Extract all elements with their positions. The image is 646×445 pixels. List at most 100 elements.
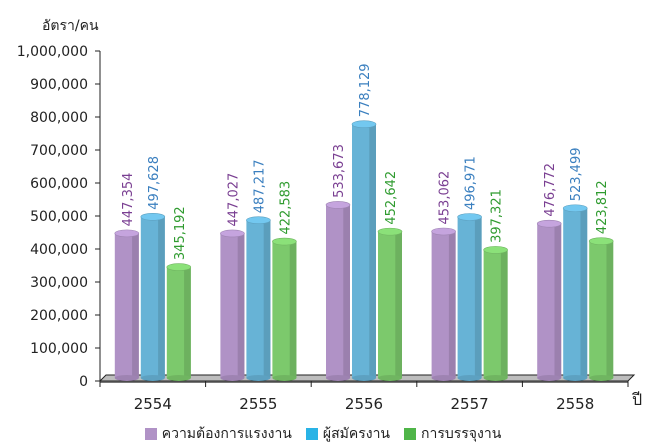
bar-value-label: 453,062 <box>438 171 453 225</box>
bar <box>588 237 614 381</box>
bar-value-label: 496,971 <box>464 156 479 210</box>
bar-value-label: 447,354 <box>121 173 136 227</box>
bar-base <box>431 375 456 381</box>
x-tick-label: 2556 <box>345 395 383 413</box>
bar <box>457 213 482 381</box>
bar-base <box>246 375 271 381</box>
bar-shade <box>237 233 245 378</box>
bar-value-label: 497,628 <box>147 156 162 210</box>
bar-shade <box>369 124 376 378</box>
bar-top <box>377 227 403 236</box>
bar-top <box>483 246 508 254</box>
bar-value-label: 397,321 <box>490 189 505 243</box>
legend-item-demand: ความต้องการแรงงาน <box>144 423 292 445</box>
bar-top <box>325 201 351 209</box>
bar-value-label: 533,673 <box>332 144 347 198</box>
bar-shade <box>580 208 588 378</box>
bar-value-label: 778,129 <box>358 63 373 117</box>
bar <box>272 237 297 381</box>
bar-top <box>166 263 192 271</box>
bar-shade <box>474 216 482 378</box>
y-tick-label: 1,000,000 <box>17 44 88 60</box>
bar-shade <box>132 233 139 378</box>
bar <box>114 229 140 381</box>
bar-base <box>457 375 482 381</box>
y-tick-label: 0 <box>79 374 88 390</box>
y-tick-label: 900,000 <box>30 77 88 93</box>
x-tick-label: 2558 <box>556 395 594 413</box>
legend-label-applicants: ผู้สมัครงาน <box>322 426 391 442</box>
bar-shade <box>395 231 402 378</box>
bar-value-label: 523,499 <box>569 147 584 201</box>
bar-value-label: 476,772 <box>543 163 558 217</box>
bar-shade <box>289 241 297 378</box>
y-axis-title: อัตรา/คน <box>42 18 99 34</box>
bar-top <box>140 212 166 221</box>
y-tick-label: 200,000 <box>30 308 88 324</box>
bar-top <box>457 213 482 221</box>
y-tick-label: 500,000 <box>30 209 88 225</box>
legend-swatch-demand <box>144 428 157 440</box>
y-tick-label: 400,000 <box>30 242 88 258</box>
bar-base <box>352 375 376 381</box>
x-tick-label: 2555 <box>239 395 277 413</box>
bar <box>325 201 351 381</box>
y-tick-label: 300,000 <box>30 275 88 291</box>
bar <box>483 246 508 381</box>
bar-base <box>378 375 402 381</box>
bar <box>246 216 271 381</box>
legend-swatch-placement <box>404 428 417 440</box>
bar-value-label: 487,217 <box>252 159 267 213</box>
bar-base <box>589 375 614 381</box>
x-tick-label: 2557 <box>451 395 489 413</box>
bar-top <box>536 219 562 228</box>
x-axis-title: ปี <box>632 390 643 409</box>
bar <box>166 263 192 381</box>
bar-shade <box>158 216 165 378</box>
bar <box>351 120 377 381</box>
bar-shade <box>448 231 456 378</box>
bar-value-label: 452,642 <box>384 171 399 225</box>
bar-value-label: 423,812 <box>595 180 610 234</box>
y-tick-label: 800,000 <box>30 110 88 126</box>
bar-base <box>114 375 139 381</box>
bar-shade <box>184 267 191 378</box>
legend-swatch-applicants <box>305 428 318 440</box>
bar-top <box>220 229 245 238</box>
legend-item-applicants: ผู้สมัครงาน <box>305 423 391 445</box>
y-tick-label: 100,000 <box>30 341 88 357</box>
value-labels: 447,354 447,027 533,673 453,062 476,772 497,6… <box>121 63 610 260</box>
bar-base <box>326 375 350 381</box>
bar-top <box>272 237 297 246</box>
bar-base <box>166 375 191 381</box>
bar-base <box>563 375 588 381</box>
legend-label-placement: การบรรจุงาน <box>421 426 502 442</box>
bar-shade <box>606 241 614 378</box>
y-tick-label: 600,000 <box>30 176 88 192</box>
bar-base <box>140 375 165 381</box>
floor-front <box>100 381 628 383</box>
bar-value-label: 345,192 <box>173 206 188 260</box>
bar-top <box>114 229 140 238</box>
bar-shade <box>343 204 350 378</box>
x-tick-label: 2554 <box>134 395 172 413</box>
bar <box>220 229 245 381</box>
bar-value-label: 447,027 <box>226 173 241 227</box>
bar-top <box>246 216 271 225</box>
bar-top <box>351 120 377 129</box>
legend-label-demand: ความต้องการแรงงาน <box>161 426 292 442</box>
bar-shade <box>554 223 562 378</box>
bars <box>114 120 614 381</box>
bar-shade <box>263 220 271 378</box>
bar-shade <box>500 249 508 378</box>
bar <box>140 212 166 381</box>
bar-top <box>431 227 456 236</box>
bar <box>536 219 562 381</box>
bar-value-label: 422,583 <box>278 181 293 235</box>
bar <box>562 204 588 381</box>
bar-top <box>562 204 588 213</box>
bar-base <box>272 375 297 381</box>
bar-base <box>483 375 508 381</box>
bar-base <box>220 375 245 381</box>
